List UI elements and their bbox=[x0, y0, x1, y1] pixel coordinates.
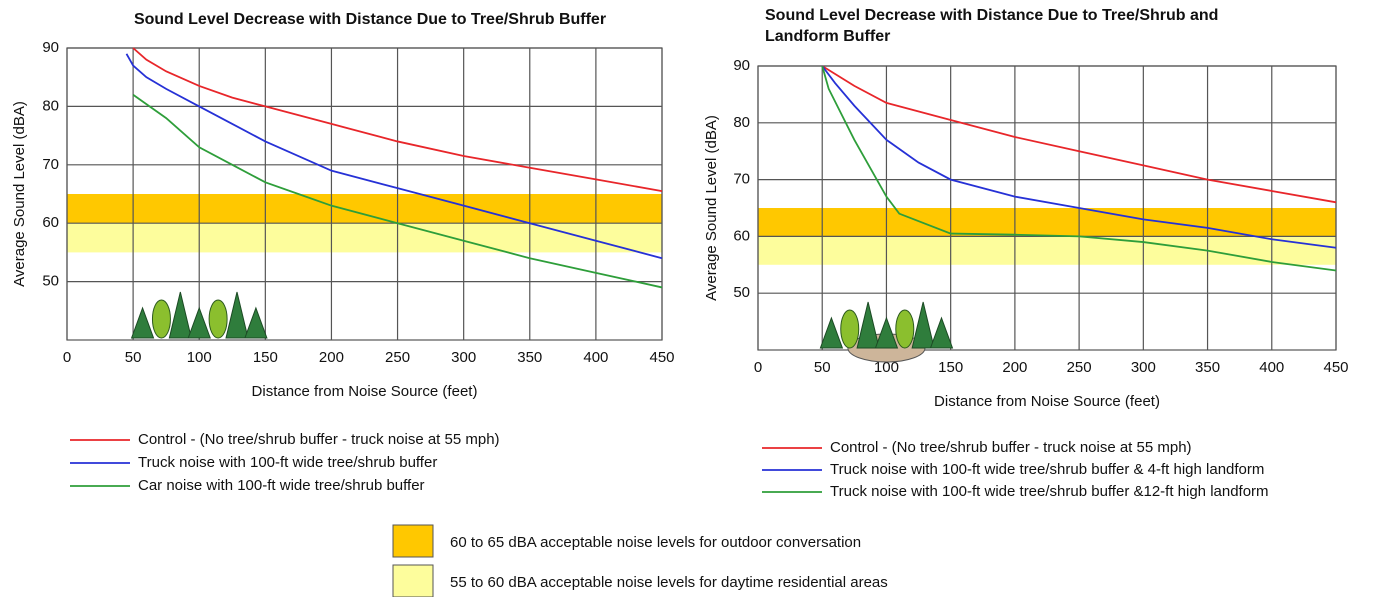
y-tick-label: 80 bbox=[733, 114, 750, 131]
x-tick-label: 100 bbox=[874, 359, 899, 376]
x-tick-label: 250 bbox=[1067, 359, 1092, 376]
data-line bbox=[821, 65, 1337, 272]
plot-frame bbox=[66, 47, 663, 341]
y-tick-label: 80 bbox=[42, 97, 59, 114]
x-tick-label: 200 bbox=[319, 349, 344, 366]
data-line bbox=[132, 47, 663, 192]
y-tick-label: 50 bbox=[733, 284, 750, 301]
x-tick-label: 50 bbox=[125, 349, 142, 366]
band-swatch bbox=[392, 564, 434, 598]
noise-band bbox=[758, 236, 1336, 265]
x-tick-label: 100 bbox=[187, 349, 212, 366]
y-tick-label: 90 bbox=[42, 39, 59, 56]
tree bbox=[208, 299, 228, 339]
x-tick-label: 250 bbox=[385, 349, 410, 366]
band-label: 60 to 65 dBA acceptable noise levels for… bbox=[450, 534, 861, 551]
legend-label: Truck noise with 100-ft wide tree/shrub … bbox=[138, 454, 437, 471]
x-tick-label: 150 bbox=[938, 359, 963, 376]
data-line bbox=[821, 65, 1337, 249]
legend-label: Control - (No tree/shrub buffer - truck … bbox=[830, 439, 1192, 456]
x-tick-label: 0 bbox=[754, 359, 762, 376]
tree bbox=[911, 301, 935, 349]
tree bbox=[856, 301, 880, 349]
data-line bbox=[821, 65, 1337, 204]
legend-label: Control - (No tree/shrub buffer - truck … bbox=[138, 431, 500, 448]
tree bbox=[168, 291, 192, 339]
y-axis-label: Average Sound Level (dBA) bbox=[703, 115, 720, 301]
x-axis-label: Distance from Noise Source (feet) bbox=[252, 383, 478, 400]
data-line bbox=[125, 53, 663, 260]
y-axis-label: Average Sound Level (dBA) bbox=[11, 101, 28, 287]
noise-band bbox=[67, 194, 662, 224]
x-tick-label: 400 bbox=[583, 349, 608, 366]
x-tick-label: 0 bbox=[63, 349, 71, 366]
x-tick-label: 50 bbox=[814, 359, 831, 376]
x-tick-label: 300 bbox=[1131, 359, 1156, 376]
x-tick-label: 450 bbox=[649, 349, 674, 366]
plot-frame bbox=[757, 65, 1337, 351]
noise-band bbox=[758, 208, 1336, 237]
band-label: 55 to 60 dBA acceptable noise levels for… bbox=[450, 574, 888, 591]
y-tick-label: 90 bbox=[733, 57, 750, 74]
legend-label: Car noise with 100-ft wide tree/shrub bu… bbox=[138, 477, 425, 494]
y-tick-label: 70 bbox=[42, 156, 59, 173]
tree bbox=[929, 316, 954, 349]
tree bbox=[151, 299, 171, 339]
chart-title: Sound Level Decrease with Distance Due t… bbox=[765, 7, 1218, 45]
tree bbox=[187, 306, 211, 339]
tree-icon bbox=[130, 291, 268, 339]
tree bbox=[244, 306, 268, 339]
tree bbox=[874, 316, 899, 349]
legend-label: Truck noise with 100-ft wide tree/shrub … bbox=[830, 483, 1269, 500]
data-line bbox=[132, 93, 663, 289]
x-tick-label: 300 bbox=[451, 349, 476, 366]
tree bbox=[840, 309, 860, 349]
legend-label: Truck noise with 100-ft wide tree/shrub … bbox=[830, 461, 1264, 478]
y-tick-label: 50 bbox=[42, 273, 59, 290]
tree-icon bbox=[819, 301, 954, 363]
tree bbox=[130, 306, 155, 339]
tree bbox=[895, 309, 915, 349]
x-tick-label: 150 bbox=[253, 349, 278, 366]
y-tick-label: 60 bbox=[733, 227, 750, 244]
y-tick-label: 60 bbox=[42, 214, 59, 231]
x-tick-label: 450 bbox=[1323, 359, 1348, 376]
tree bbox=[819, 316, 844, 349]
y-tick-label: 70 bbox=[733, 171, 750, 188]
x-tick-label: 400 bbox=[1259, 359, 1284, 376]
noise-band bbox=[67, 223, 662, 253]
band-swatch bbox=[392, 524, 434, 558]
x-tick-label: 200 bbox=[1002, 359, 1027, 376]
tree bbox=[225, 291, 249, 339]
x-tick-label: 350 bbox=[1195, 359, 1220, 376]
chart-title: Sound Level Decrease with Distance Due t… bbox=[134, 11, 606, 28]
x-axis-label: Distance from Noise Source (feet) bbox=[934, 393, 1160, 410]
x-tick-label: 350 bbox=[517, 349, 542, 366]
